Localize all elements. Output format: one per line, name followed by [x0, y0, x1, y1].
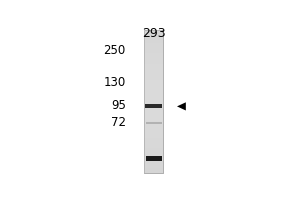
Bar	[145, 130, 163, 132]
Bar	[145, 93, 163, 95]
Bar	[145, 62, 163, 64]
Bar	[145, 134, 163, 136]
Bar	[145, 159, 163, 161]
Bar	[145, 100, 163, 102]
Bar	[145, 43, 163, 44]
Bar	[145, 111, 163, 113]
Bar	[145, 95, 163, 96]
Bar	[145, 121, 163, 123]
Bar	[145, 44, 163, 46]
Bar	[145, 32, 163, 34]
Bar	[145, 166, 163, 168]
Bar	[145, 161, 163, 163]
Bar	[145, 77, 163, 78]
Bar	[145, 36, 163, 37]
Bar	[145, 52, 163, 53]
Bar	[145, 155, 163, 157]
Bar	[145, 150, 163, 152]
Bar	[145, 139, 163, 141]
Bar	[145, 96, 163, 98]
Text: 293: 293	[142, 27, 166, 40]
Bar	[145, 138, 163, 139]
Bar	[145, 168, 163, 170]
Bar	[145, 98, 163, 100]
Bar	[145, 132, 163, 134]
Bar	[145, 104, 163, 105]
Bar	[145, 164, 163, 166]
Bar	[145, 30, 163, 173]
Bar	[145, 141, 163, 143]
Bar	[145, 123, 163, 125]
Bar	[145, 84, 163, 86]
Bar	[145, 154, 163, 155]
Bar	[146, 156, 162, 161]
Bar	[145, 125, 163, 127]
Bar	[145, 104, 162, 108]
Bar	[146, 122, 162, 124]
Bar	[145, 87, 163, 89]
Bar	[145, 118, 163, 120]
Bar	[145, 34, 163, 36]
Bar	[145, 114, 163, 116]
Bar	[145, 66, 163, 68]
Bar	[145, 30, 163, 173]
Bar	[145, 64, 163, 66]
Bar	[145, 129, 163, 130]
Bar	[145, 170, 163, 172]
Bar	[145, 57, 163, 59]
Bar	[145, 107, 163, 109]
Bar	[145, 71, 163, 73]
Bar	[145, 73, 163, 75]
Bar	[145, 39, 163, 41]
Bar	[145, 80, 163, 82]
Bar	[145, 145, 163, 147]
Bar	[145, 68, 163, 70]
Bar	[145, 37, 163, 39]
Bar	[145, 82, 163, 84]
Bar	[145, 105, 163, 107]
Polygon shape	[177, 102, 186, 110]
Bar	[145, 59, 163, 61]
Bar	[145, 127, 163, 129]
Bar	[145, 46, 163, 48]
Bar	[145, 89, 163, 91]
Bar	[145, 148, 163, 150]
Bar	[145, 50, 163, 52]
Bar	[145, 102, 163, 104]
Bar	[145, 157, 163, 159]
Text: 95: 95	[111, 99, 126, 112]
Bar	[145, 147, 163, 148]
Bar	[145, 61, 163, 62]
Bar	[145, 163, 163, 164]
Bar	[145, 70, 163, 71]
Text: 130: 130	[103, 76, 126, 89]
Bar	[145, 53, 163, 55]
Bar	[145, 48, 163, 50]
Text: 72: 72	[111, 116, 126, 129]
Bar	[145, 113, 163, 114]
Bar	[145, 120, 163, 121]
Bar	[145, 75, 163, 77]
Bar	[145, 136, 163, 138]
Bar	[145, 78, 163, 80]
Bar	[145, 41, 163, 43]
Bar	[145, 143, 163, 145]
Bar	[145, 109, 163, 111]
Bar	[145, 116, 163, 118]
Bar	[145, 152, 163, 154]
Bar	[145, 91, 163, 93]
Text: 250: 250	[103, 44, 126, 57]
Bar	[145, 86, 163, 87]
Bar	[145, 172, 163, 173]
Bar	[145, 55, 163, 57]
Bar	[145, 30, 163, 32]
